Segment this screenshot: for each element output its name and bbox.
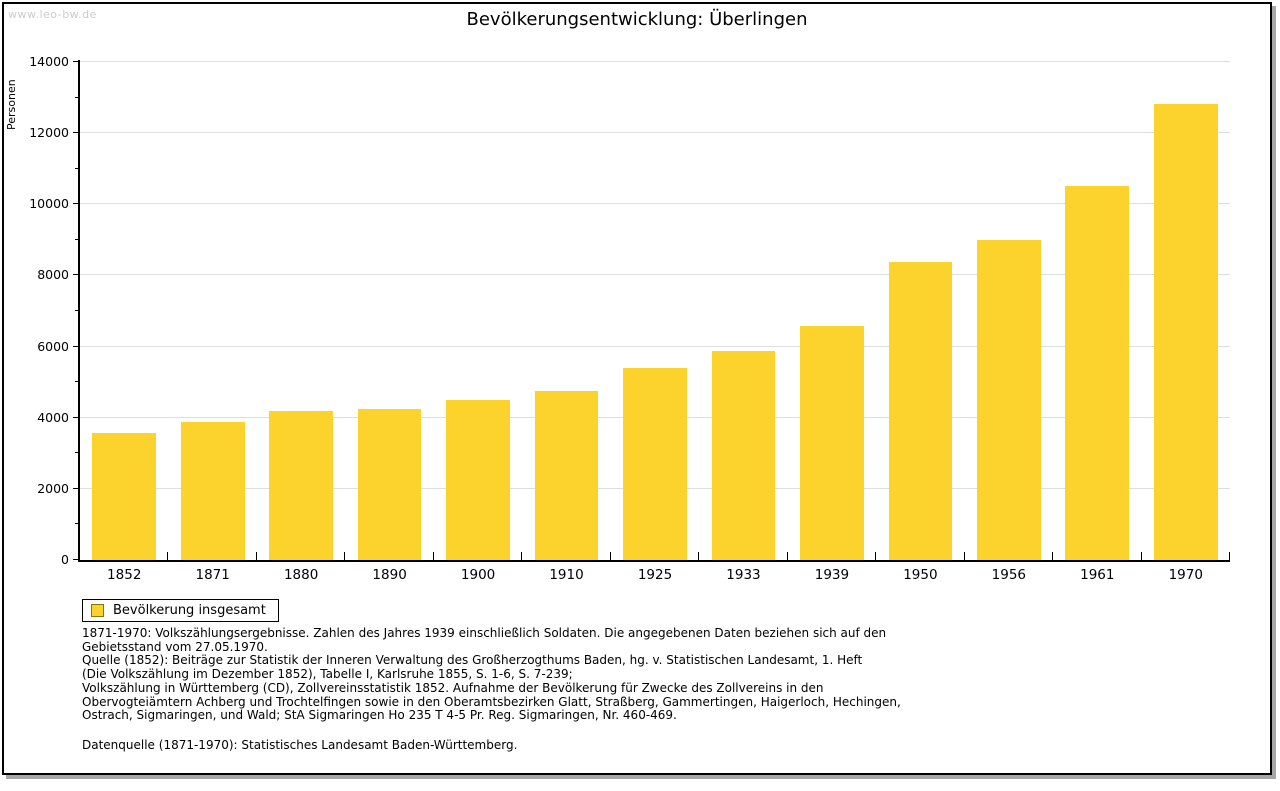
y-tick-label: 8000 [37,267,69,283]
page-frame: www.leo-bw.de Bevölkerungsentwicklung: Ü… [2,2,1272,775]
y-gridline [80,132,1230,134]
footnote-line: Obervogteiämtern Achberg und Trochtelfin… [82,694,901,709]
x-tick-label: 1933 [726,567,761,583]
bar [977,239,1041,560]
legend-label: Bevölkerung insgesamt [113,603,266,618]
y-tick-label: 4000 [37,409,69,425]
footnote-line: Ostrach, Sigmaringen, und Wald; StA Sigm… [82,708,677,723]
y-tick-label: 10000 [29,196,69,212]
bar [180,422,245,560]
y-gridline [80,61,1230,62]
x-tick [432,552,434,560]
x-tick [167,552,169,560]
x-tick-label: 1880 [283,567,319,583]
legend: Bevölkerung insgesamt [82,599,279,622]
y-tick-label: 12000 [29,125,69,141]
y-tick-label: 0 [61,552,69,567]
legend-swatch-icon [91,604,104,617]
y-gridline [80,274,1230,276]
bar [534,391,599,560]
bar [1065,185,1130,560]
x-tick [521,552,523,560]
x-tick [344,552,346,560]
y-minor-tick [75,523,80,525]
watermark: www.leo-bw.de [8,8,97,21]
y-minor-tick [75,310,80,311]
footnotes: 1871-1970: Volkszählungsergebnisse. Zahl… [82,626,1202,753]
datasource-note: Datenquelle (1871-1970): Statistisches L… [82,737,518,752]
x-tick [698,552,700,560]
y-major-tick [73,416,80,418]
y-major-tick [73,203,80,205]
x-tick-label: 1939 [814,567,850,583]
y-gridline [80,203,1230,205]
x-tick [609,552,611,560]
y-minor-tick [75,452,80,454]
footnote-line: Quelle (1852): Beiträge zur Statistik de… [82,653,863,668]
y-minor-tick [75,238,80,240]
x-tick-label: 1871 [195,567,230,583]
footnote-line: Gebietsstand vom 27.05.1970. [82,639,268,654]
y-axis-title: Personen [5,79,18,130]
bar [357,408,422,560]
bar [446,399,510,560]
x-axis-line [78,560,1230,562]
x-tick [255,552,257,560]
bar [800,326,864,560]
y-gridline [80,345,1230,347]
x-tick-label: 1970 [1168,567,1203,583]
x-tick [1140,552,1142,560]
chart-title: Bevölkerungsentwicklung: Überlingen [466,9,808,30]
x-tick [786,552,788,560]
x-tick-label: 1956 [991,567,1027,583]
footnote-line: (Die Volkszählung im Dezember 1852), Tab… [82,667,573,682]
bar [623,367,687,560]
x-tick [1229,552,1230,560]
x-tick-label: 1900 [460,567,496,583]
x-tick [875,552,877,560]
y-minor-tick [75,167,80,169]
y-major-tick [73,559,80,560]
y-tick-label: 14000 [29,54,69,69]
bar [711,350,776,560]
bar [92,433,157,560]
y-tick-label: 6000 [37,338,69,354]
y-minor-tick [75,96,80,98]
footnote-lines: 1871-1970: Volkszählungsergebnisse. Zahl… [82,626,1202,723]
x-tick [963,552,965,560]
bar [269,410,333,560]
plot-area: 0 2000 4000 6000 8000 10000 12000 14000 1852 1871… [29,55,1230,583]
x-tick-label: 1950 [903,567,938,583]
y-major-tick [73,61,80,62]
x-tick-label: 1910 [549,567,584,583]
x-tick [1052,552,1054,560]
x-tick-label: 1925 [637,567,673,583]
y-major-tick [73,345,80,347]
y-minor-tick [75,381,80,383]
footnote-line: 1871-1970: Volkszählungsergebnisse. Zahl… [82,626,887,640]
x-tick-label: 1890 [372,567,407,583]
y-tick-label: 2000 [37,480,69,496]
y-major-tick [73,274,80,276]
footnote-line: Volkszählung in Württemberg (CD), Zollve… [82,680,824,695]
y-major-tick [73,132,80,134]
bar [888,262,953,560]
x-tick-label: 1961 [1080,567,1115,583]
x-tick-label: 1852 [107,567,142,583]
y-major-tick [73,487,80,489]
y-axis-line [78,60,80,562]
bar [1153,103,1218,560]
